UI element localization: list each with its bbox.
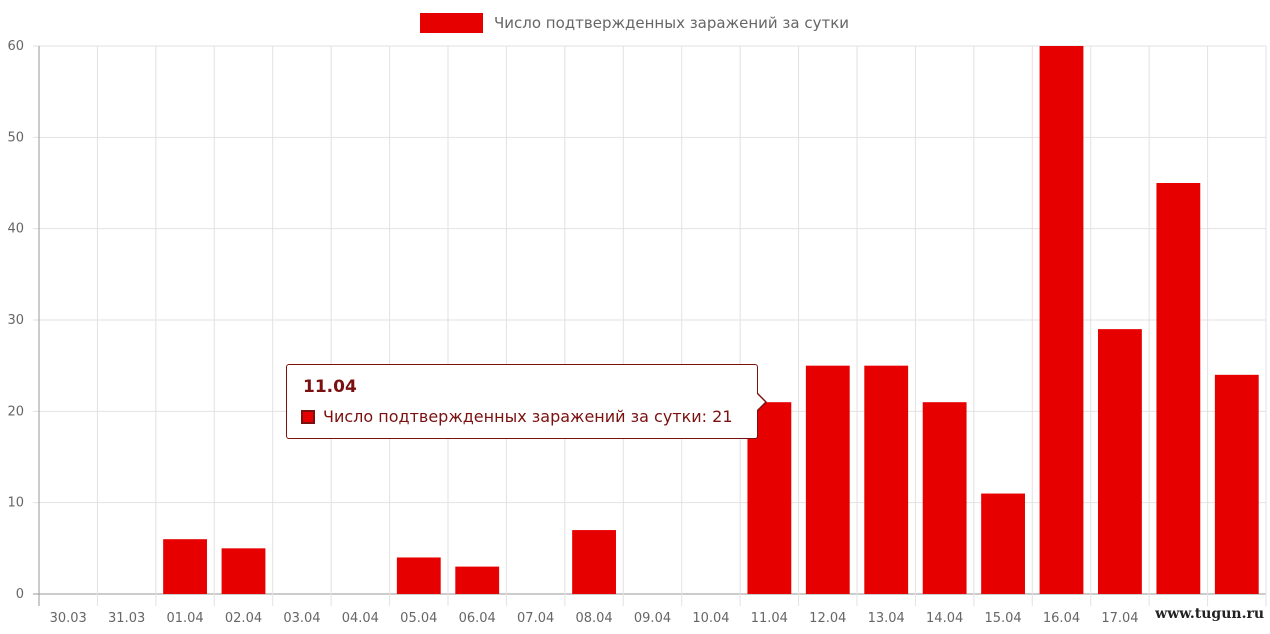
bar-06.04[interactable] [455,566,500,594]
bar-15.04[interactable] [981,493,1025,594]
bar-17.04[interactable] [1098,329,1142,594]
x-tick-label: 03.04 [283,611,320,626]
x-tick-label: 10.04 [692,611,729,626]
x-tick-label: 04.04 [342,611,379,626]
x-tick-label: 09.04 [634,611,671,626]
x-tick-label: 12.04 [809,611,846,626]
x-axis-ticks: 30.03 31.03 01.04 02.04 03.04 04.04 05.04 06.04… [50,611,1139,626]
bar-14.04[interactable] [922,402,967,594]
chart-tooltip: 11.04 Число подтвержденных заражений за … [286,364,767,439]
bar-05.04[interactable] [396,557,441,594]
legend-swatch [420,13,483,33]
tooltip-title: 11.04 [303,377,357,397]
bar-18.04[interactable] [1156,183,1201,594]
y-tick-label: 40 [7,222,24,237]
x-tick-label: 06.04 [459,611,496,626]
x-tick-label: 14.04 [926,611,963,626]
bar-02.04[interactable] [221,548,266,594]
y-tick-label: 10 [7,496,24,511]
grid-lines [33,45,1267,606]
y-axis-ticks: 0 10 20 30 40 50 60 [7,39,24,602]
x-tick-label: 16.04 [1043,611,1080,626]
bars [163,46,1259,594]
x-tick-label: 15.04 [984,611,1021,626]
x-tick-label: 31.03 [108,611,145,626]
x-tick-label: 13.04 [868,611,905,626]
y-tick-label: 60 [7,39,24,54]
x-tick-label: 07.04 [517,611,554,626]
bar-16.04[interactable] [1039,46,1084,594]
bar-13.04[interactable] [864,365,909,594]
legend-label: Число подтвержденных заражений за сутки [494,14,849,32]
x-tick-label: 11.04 [751,611,788,626]
x-tick-label: 08.04 [575,611,612,626]
y-tick-label: 0 [16,587,24,602]
legend[interactable]: Число подтвержденных заражений за сутки [420,13,849,33]
x-tick-label: 05.04 [400,611,437,626]
y-tick-label: 20 [7,404,24,419]
bar-12.04[interactable] [805,365,850,594]
x-tick-label: 17.04 [1101,611,1138,626]
bar-19.04[interactable] [1214,374,1259,594]
x-tick-label: 01.04 [166,611,203,626]
tooltip-text: Число подтвержденных заражений за сутки:… [323,407,733,426]
watermark: www.tugun.ru [1155,606,1264,622]
x-tick-label: 30.03 [50,611,87,626]
bar-01.04[interactable] [163,539,207,594]
tooltip-swatch [301,409,315,424]
bar-08.04[interactable] [572,530,616,594]
tooltip-row: Число подтвержденных заражений за сутки:… [301,407,733,426]
y-tick-label: 30 [7,313,24,328]
x-tick-label: 02.04 [225,611,262,626]
y-tick-label: 50 [7,130,24,145]
